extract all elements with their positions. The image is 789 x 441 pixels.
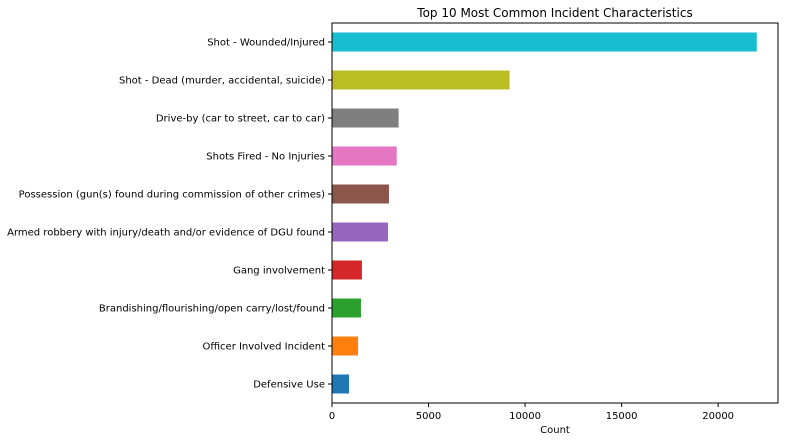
- x-tick-label: 5000: [416, 411, 441, 422]
- x-tick-label: 15000: [606, 411, 638, 422]
- chart-title: Top 10 Most Common Incident Characterist…: [416, 6, 692, 20]
- plot-frame: [331, 22, 779, 404]
- x-axis-label: Count: [540, 425, 570, 436]
- category-labels-group: Shot - Wounded/Injured Shot - Dead (murde…: [7, 38, 332, 391]
- bar: [332, 374, 349, 394]
- category-label: Officer Involved Incident: [203, 342, 326, 353]
- category-label: Brandishing/flourishing/open carry/lost/…: [99, 304, 325, 315]
- bars-group: [332, 32, 757, 394]
- category-label: Gang involvement: [233, 266, 325, 277]
- x-tick-label: 10000: [509, 411, 541, 422]
- category-label: Drive-by (car to street, car to car): [156, 114, 325, 125]
- category-label: Defensive Use: [253, 380, 325, 391]
- bar: [332, 336, 359, 356]
- bar: [332, 108, 399, 128]
- x-tick-label: 0: [329, 411, 335, 422]
- category-label: Possession (gun(s) found during commissi…: [19, 190, 325, 201]
- category-label: Armed robbery with injury/death and/or e…: [7, 228, 325, 239]
- x-ticks-group: 0 5000 10000 15000 20000: [329, 403, 734, 422]
- category-label: Shot - Wounded/Injured: [207, 38, 325, 49]
- bar: [332, 222, 388, 242]
- bar: [332, 146, 397, 166]
- bar: [332, 260, 362, 280]
- bar: [332, 298, 361, 318]
- bar: [332, 70, 510, 90]
- category-label: Shot - Dead (murder, accidental, suicide…: [119, 76, 325, 87]
- bar: [332, 184, 389, 204]
- bar: [332, 32, 757, 52]
- x-tick-label: 20000: [702, 411, 734, 422]
- category-label: Shots Fired - No Injuries: [206, 152, 325, 163]
